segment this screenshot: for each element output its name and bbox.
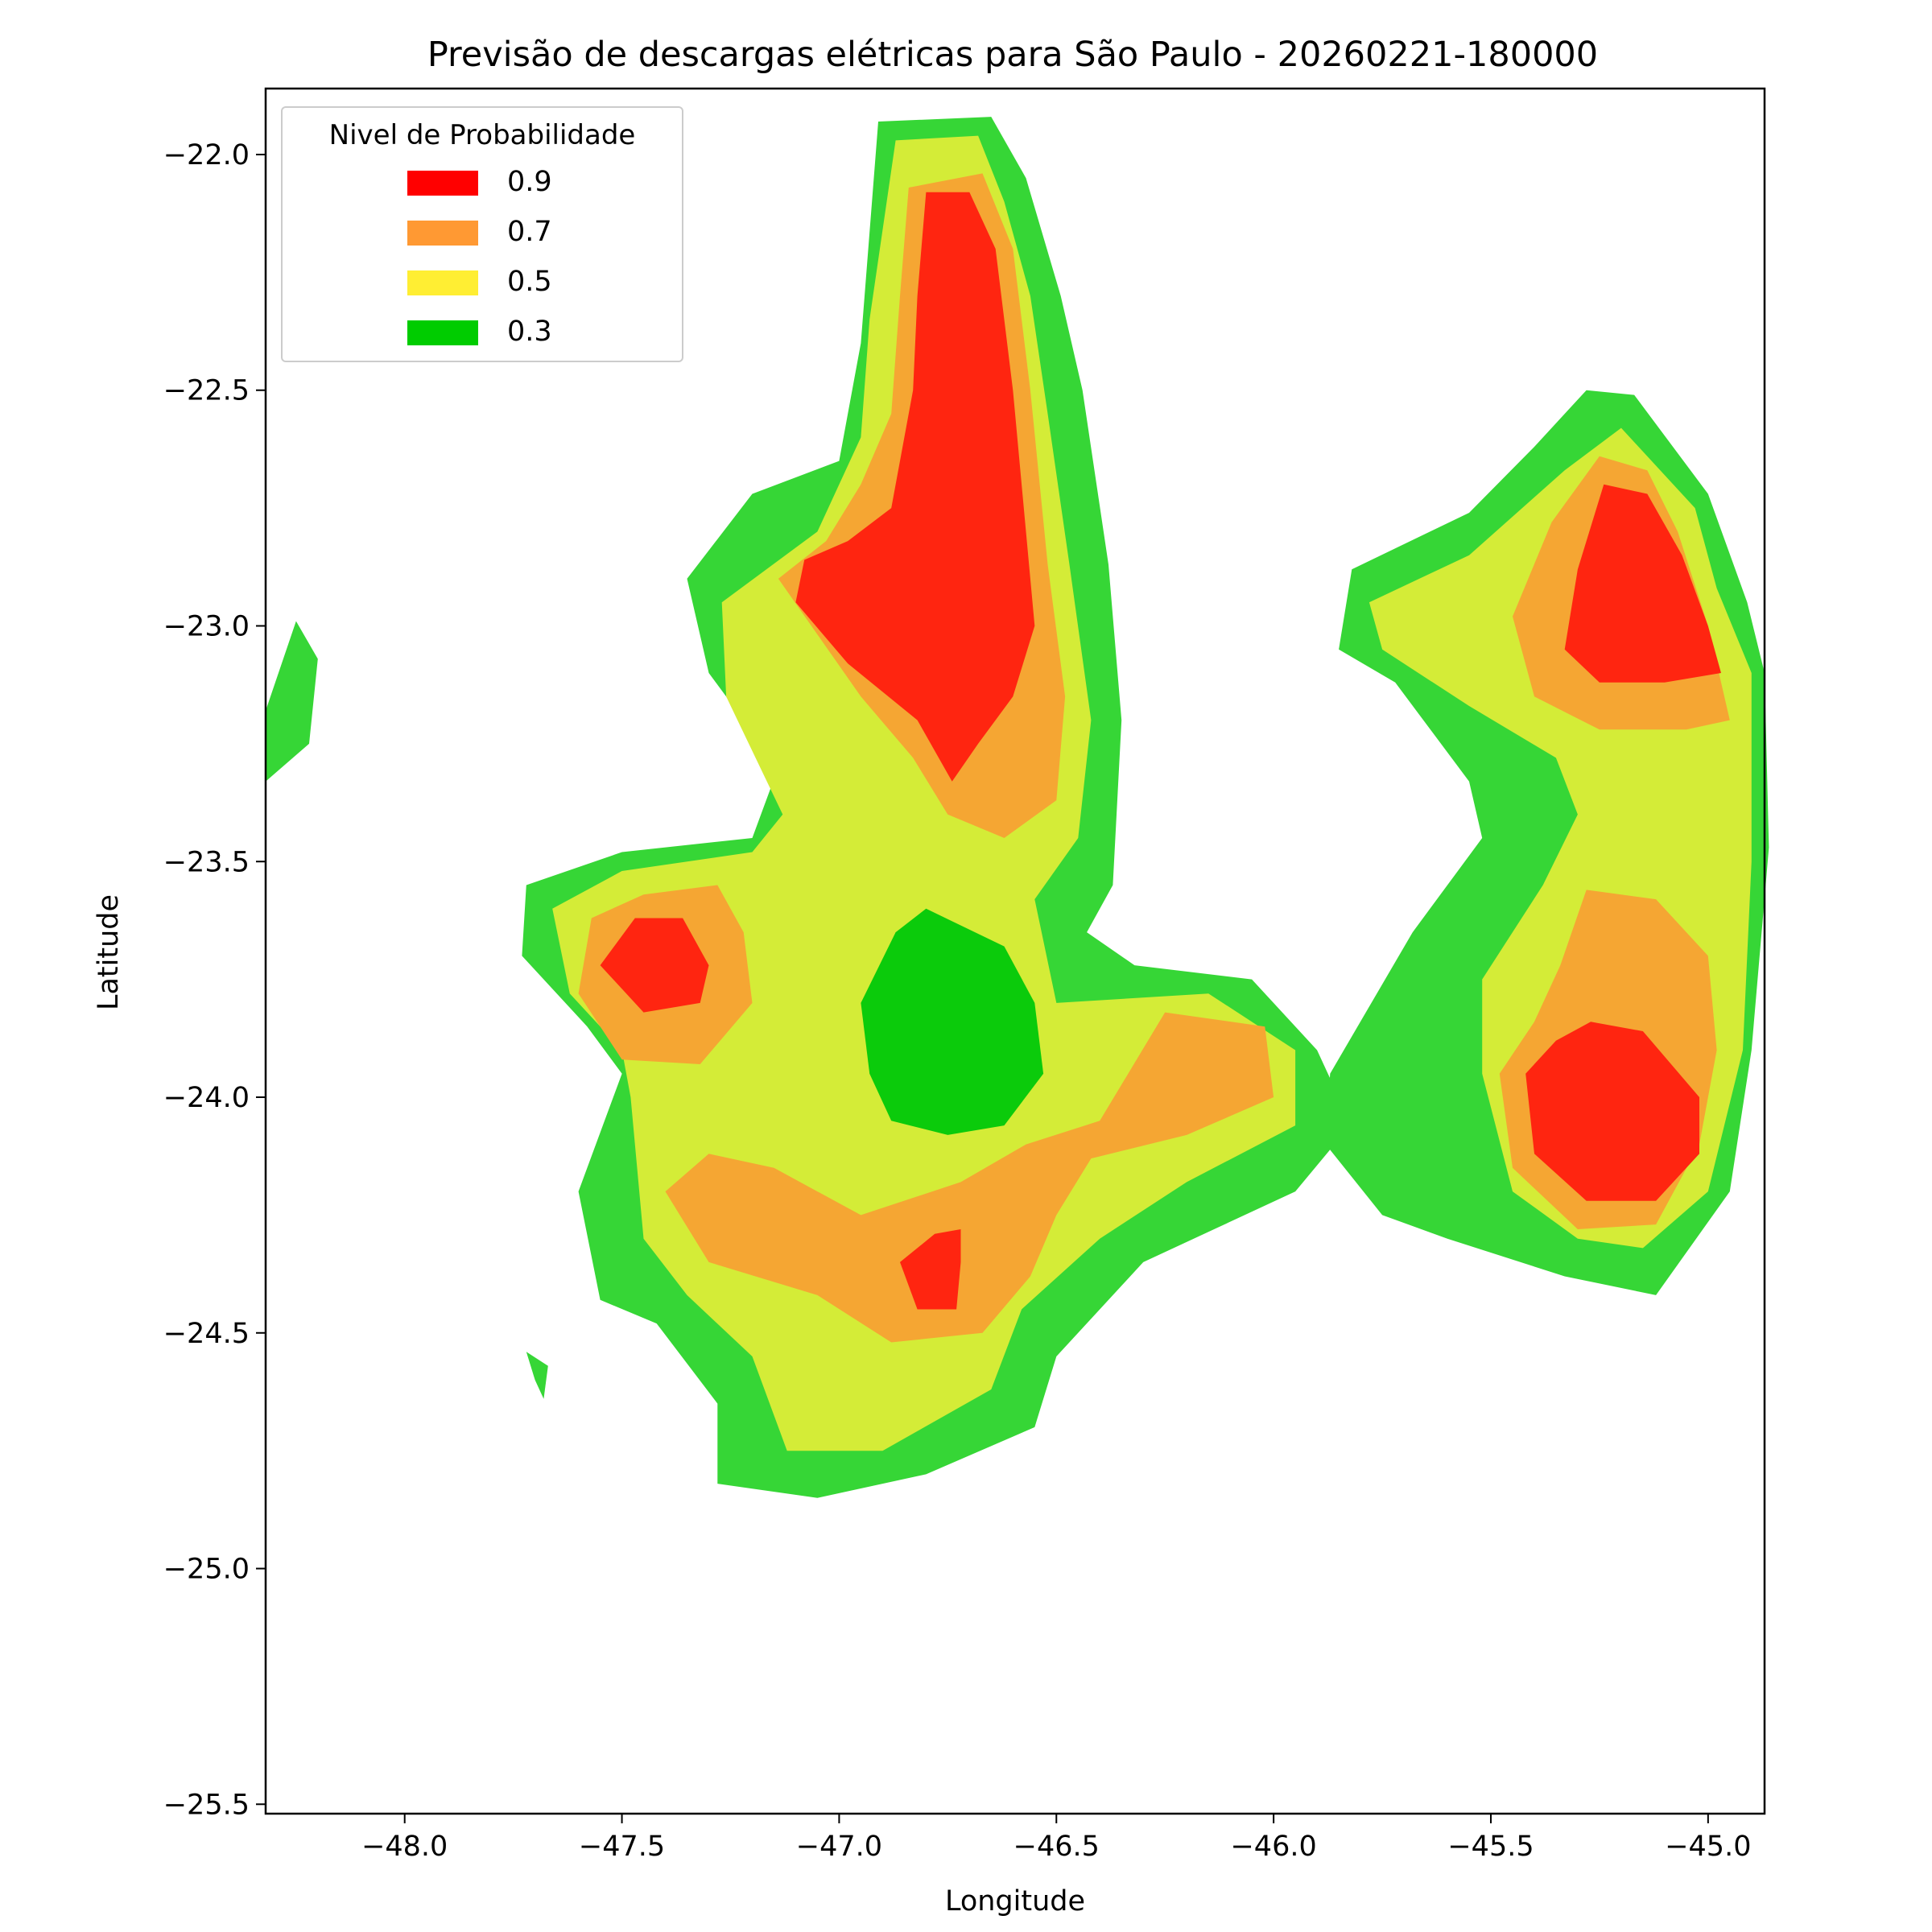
y-axis-label: Latitude	[93, 894, 125, 1010]
legend-label-2: 0.5	[507, 266, 552, 298]
contour-region-inner-green-16	[861, 908, 1044, 1135]
x-axis-label: Longitude	[945, 1885, 1085, 1918]
plot-frame	[264, 87, 1766, 1815]
contour-region-red-13	[900, 1229, 961, 1310]
y-tick-label: −24.5	[163, 1318, 250, 1350]
x-tick-label: −48.0	[361, 1831, 448, 1863]
x-axis: −48.0 −47.5 −47.0 −46.5 −46.0 −45.5 −45.0	[361, 1814, 1751, 1863]
x-tick-label: −45.0	[1665, 1831, 1751, 1863]
legend-swatch-2	[407, 270, 478, 295]
chart-title: Previsão de descargas elétricas para São…	[427, 35, 1598, 75]
x-tick-label: −46.5	[1013, 1831, 1100, 1863]
y-tick-label: −25.0	[163, 1554, 250, 1586]
legend-label-3: 0.3	[507, 316, 552, 348]
y-tick-label: −22.0	[163, 139, 250, 171]
contour-region-red-12	[600, 918, 709, 1013]
y-tick-label: −23.5	[163, 846, 250, 878]
contour-region-outer-green-3	[526, 1352, 548, 1399]
legend-swatch-0	[407, 171, 478, 196]
probability-contours	[266, 117, 1769, 1498]
y-tick-label: −24.0	[163, 1082, 250, 1114]
legend-label-0: 0.9	[507, 166, 552, 198]
x-tick-label: −47.5	[579, 1831, 665, 1863]
contour-region-red-15	[1525, 1022, 1699, 1201]
y-tick-label: −23.0	[163, 610, 250, 642]
x-tick-label: −45.5	[1447, 1831, 1534, 1863]
legend-label-1: 0.7	[507, 216, 552, 248]
contour-region-red-14	[1564, 484, 1721, 683]
x-tick-label: −46.0	[1230, 1831, 1316, 1863]
legend-swatch-1	[407, 221, 478, 246]
y-tick-label: −25.5	[163, 1789, 250, 1821]
legend: Nivel de Probabilidade 0.9 0.7 0.5 0.3	[281, 106, 683, 362]
x-tick-label: −47.0	[796, 1831, 882, 1863]
contour-region-orange-8	[665, 1012, 1274, 1343]
y-tick-label: −22.5	[163, 375, 250, 407]
y-axis: −22.0 −22.5 −23.0 −23.5 −24.0 −24.5 −25.0 −25.5	[163, 139, 266, 1821]
legend-swatch-3	[407, 320, 478, 345]
contour-region-outer-green-2	[266, 621, 318, 782]
contour-region-red-11	[795, 192, 1035, 782]
legend-title: Nivel de Probabilidade	[328, 119, 636, 151]
